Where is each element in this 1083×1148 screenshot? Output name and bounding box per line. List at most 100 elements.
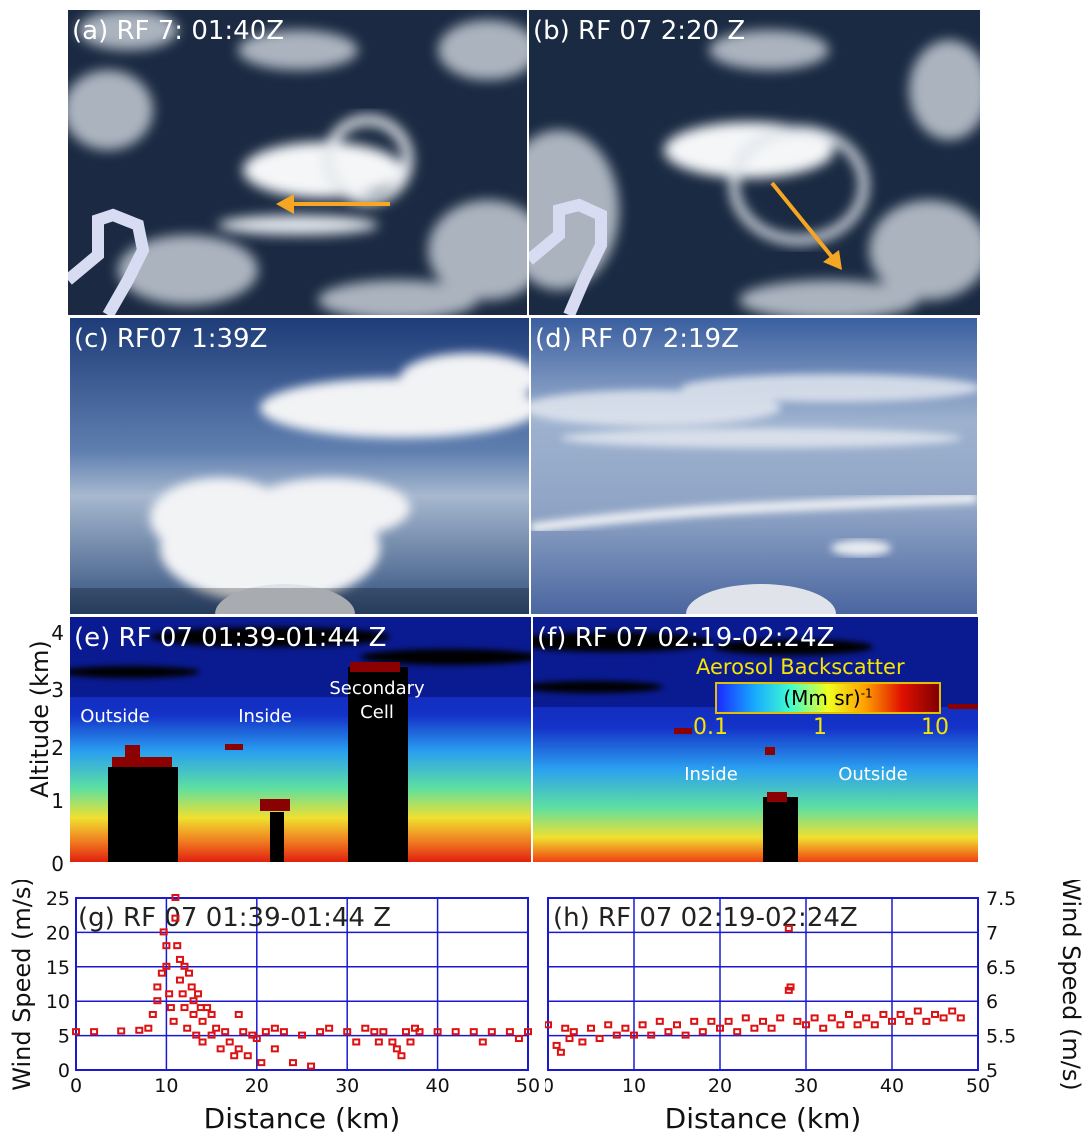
- data-point: [157, 969, 166, 977]
- data-point: [117, 1027, 126, 1035]
- data-point: [343, 1028, 352, 1036]
- panel-e-lidar: (e) RF 07 01:39-01:44 Z Outside Inside S…: [70, 617, 531, 862]
- data-point: [524, 1028, 532, 1036]
- data-point: [388, 1038, 397, 1046]
- data-point: [361, 1024, 370, 1032]
- panel-c-photo: (c) RF07 1:39Z: [70, 318, 529, 614]
- data-point: [578, 1038, 587, 1046]
- data-point: [198, 1017, 207, 1025]
- data-point: [243, 1052, 252, 1060]
- lidar-ytick-4: 4: [51, 621, 64, 645]
- y-tick-label: 0: [58, 1060, 70, 1082]
- annotation-inside-f: Inside: [684, 764, 738, 785]
- panel-a-label: (a) RF 7: 01:40Z: [72, 16, 285, 46]
- y-tick-label: 5: [986, 1060, 998, 1082]
- data-point: [257, 1059, 266, 1067]
- x-tick-label: 10: [154, 1075, 178, 1097]
- data-point: [913, 1007, 922, 1015]
- data-point: [931, 1010, 939, 1018]
- x-tick-label: 50: [516, 1075, 540, 1097]
- y-tick-label: 25: [46, 888, 70, 910]
- lidar-ytick-3: 3: [51, 678, 64, 702]
- panel-a-satellite: (a) RF 7: 01:40Z: [68, 10, 527, 315]
- y-tick-label: 6.5: [986, 957, 1016, 979]
- panel-d-photo: (d) RF 07 2:19Z: [531, 318, 977, 614]
- y-tick-label: 7.5: [986, 888, 1016, 910]
- data-point: [767, 1024, 776, 1032]
- data-point: [279, 1028, 288, 1036]
- y-tick-label: 20: [46, 922, 70, 944]
- data-point: [505, 1028, 514, 1036]
- data-point: [187, 983, 196, 991]
- x-tick-label: 40: [880, 1075, 904, 1097]
- data-point: [135, 1026, 144, 1034]
- data-point: [185, 969, 193, 977]
- x-tick-label: 30: [794, 1075, 818, 1097]
- data-point: [784, 924, 793, 932]
- chart-h-wind-speed: (h) RF 07 02:19-02:24Z 0 10 20 30 40 505 5.5 6 6.…: [545, 880, 1083, 1135]
- data-point: [153, 997, 162, 1005]
- annotation-cell-e: Cell: [360, 702, 394, 723]
- data-point: [888, 1017, 896, 1025]
- data-point: [793, 1017, 802, 1025]
- data-point: [148, 1010, 157, 1018]
- data-point: [144, 1024, 153, 1032]
- x-tick-label: 10: [622, 1075, 646, 1097]
- data-point: [252, 1035, 261, 1043]
- lidar-ytick-0: 0: [51, 852, 64, 876]
- data-point: [180, 962, 189, 970]
- plot-frame: [75, 897, 529, 1071]
- data-point: [159, 928, 168, 936]
- panel-f-lidar: (f) RF 07 02:19-02:24Z Aerosol Backscatt…: [533, 617, 978, 862]
- data-point: [173, 942, 182, 950]
- data-point: [750, 1024, 759, 1032]
- data-point: [196, 1004, 205, 1012]
- data-point: [561, 1024, 570, 1032]
- data-point: [741, 1014, 750, 1022]
- camera-photo-d: [531, 318, 977, 614]
- data-point: [948, 1007, 957, 1015]
- data-point: [198, 1038, 207, 1046]
- data-point: [433, 1028, 442, 1036]
- data-point: [664, 1028, 673, 1036]
- annotation-outside-e: Outside: [80, 706, 150, 727]
- data-point: [162, 962, 171, 970]
- x-tick-label: 0: [545, 1075, 554, 1097]
- data-point: [853, 1021, 862, 1029]
- y-axis-title: Wind Speed (m/s): [8, 880, 36, 1091]
- colorbar-tick-0-1: 0.1: [693, 715, 728, 740]
- data-point: [374, 1038, 383, 1046]
- colorbar-unit: (Mm sr): [783, 686, 861, 710]
- data-point: [165, 990, 174, 998]
- data-point: [565, 1035, 574, 1043]
- lidar-image-f: [533, 617, 978, 862]
- panel-d-label: (d) RF 07 2:19Z: [535, 324, 739, 354]
- data-point: [180, 1004, 189, 1012]
- data-point: [690, 1017, 699, 1025]
- x-tick-label: 20: [245, 1075, 269, 1097]
- data-point: [827, 1014, 836, 1022]
- x-tick-label: 50: [966, 1075, 990, 1097]
- data-point: [415, 1028, 424, 1036]
- x-axis-title: Distance (km): [204, 1102, 401, 1135]
- data-point: [759, 1017, 767, 1025]
- data-point: [451, 1028, 460, 1036]
- colorbar-tick-10: 10: [921, 715, 949, 740]
- lidar-image-e: [70, 617, 531, 862]
- data-point: [234, 1010, 243, 1018]
- lidar-ytick-2: 2: [51, 736, 64, 760]
- data-point: [169, 1017, 178, 1025]
- x-tick-label: 20: [708, 1075, 732, 1097]
- annotation-inside-e: Inside: [238, 706, 292, 727]
- data-point: [655, 1017, 664, 1025]
- data-point: [178, 990, 187, 998]
- data-point: [469, 1028, 478, 1036]
- data-point: [72, 1028, 80, 1036]
- data-point: [379, 1028, 388, 1036]
- data-point: [776, 1014, 785, 1022]
- data-point: [392, 1045, 401, 1053]
- data-point: [612, 1031, 621, 1039]
- data-point: [545, 1021, 552, 1029]
- data-point: [673, 1021, 681, 1029]
- data-point: [162, 942, 171, 950]
